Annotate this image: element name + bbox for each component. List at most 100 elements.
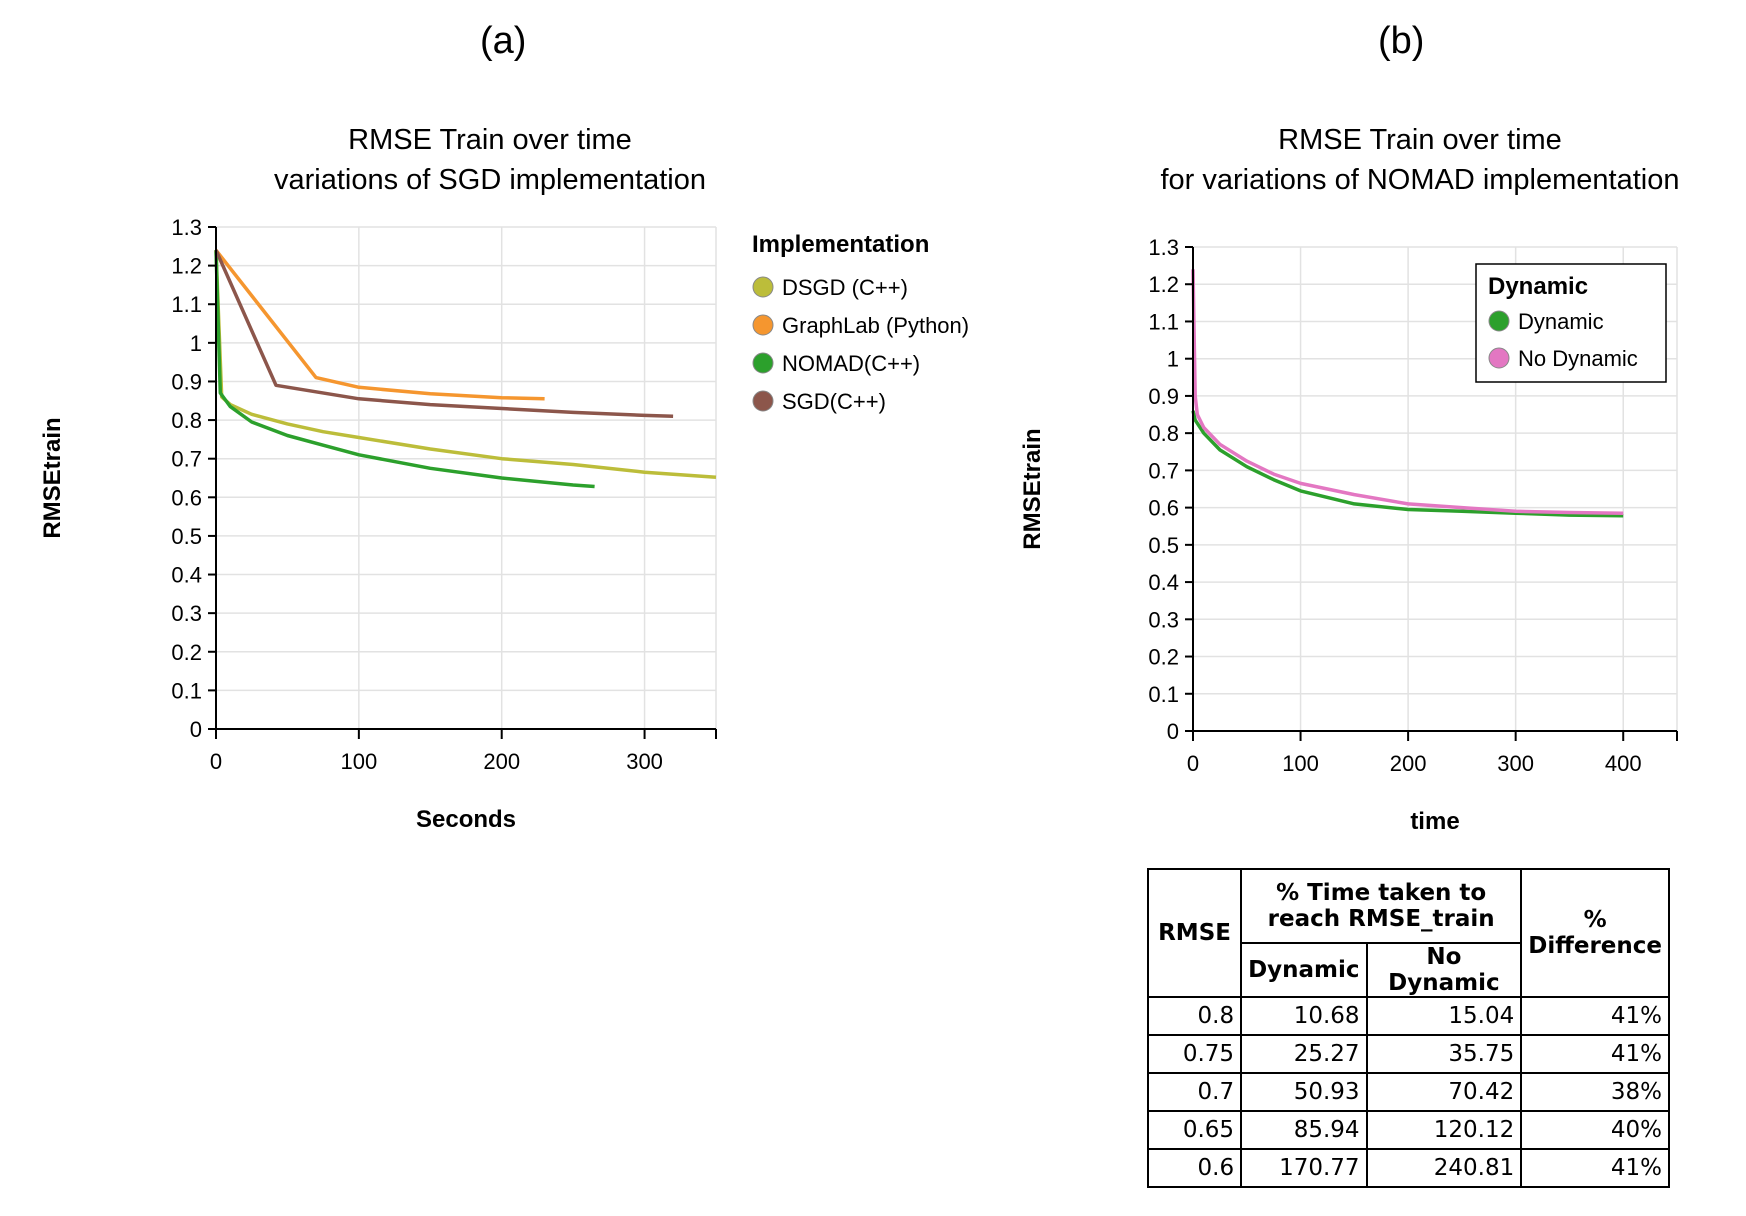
table-body: 0.8 10.68 15.04 41% 0.75 25.27 35.75 41% 0.7 50.9… [1146, 996, 1670, 1188]
y-tick-label: 0.6 [1148, 496, 1179, 521]
y-tick-label: 0.6 [171, 485, 202, 510]
chart-a-series [214, 249, 717, 489]
legend-swatch [752, 276, 774, 298]
x-tick-label: 100 [1282, 751, 1319, 776]
y-tick-label: 0.8 [171, 408, 202, 433]
legend-entry-label: No Dynamic [1518, 346, 1638, 371]
x-tick-label: 100 [340, 749, 377, 774]
x-axis-title: Seconds [416, 806, 516, 833]
y-tick-label: 0.7 [171, 447, 202, 472]
y-tick-label: 0.3 [171, 601, 202, 626]
x-tick-label: 0 [1187, 751, 1199, 776]
chart-a-subtitle: variations of SGD implementation [274, 164, 706, 196]
y-axis-title: RMSEtrain [39, 417, 66, 538]
y-tick-label: 1.3 [171, 215, 202, 240]
y-tick-label: 0 [190, 717, 202, 742]
cell-rmse: 0.65 [1146, 1110, 1243, 1150]
legend-title: Dynamic [1488, 273, 1588, 300]
y-tick-label: 1.2 [1148, 272, 1179, 297]
legend-swatch [752, 352, 774, 374]
y-tick-label: 1.1 [171, 292, 202, 317]
header-no-dynamic: No Dynamic [1365, 942, 1523, 998]
y-tick-label: 0.5 [1148, 533, 1179, 558]
chart-a-legend: Implementation DSGD (C++) GraphLab (Python… [752, 231, 969, 414]
chart-b-series [1191, 269, 1624, 518]
cell-no-dynamic: 15.04 [1365, 996, 1523, 1036]
legend-swatch [752, 314, 774, 336]
chart-b-title: RMSE Train over time [1278, 124, 1562, 156]
cell-no-dynamic: 35.75 [1365, 1034, 1523, 1074]
cell-rmse: 0.7 [1146, 1072, 1243, 1112]
y-tick-label: 0.4 [171, 563, 202, 588]
cell-difference: 41% [1520, 1034, 1670, 1074]
x-tick-label: 200 [1390, 751, 1427, 776]
table-row: 0.7 50.93 70.42 38% [1146, 1072, 1670, 1112]
legend-entry-label: Dynamic [1518, 309, 1604, 334]
chart-b-axes: 0 0.1 0.2 0.3 0.4 0.5 0.6 0.7 0.8 0.9 1 1.1 1.2 1.3 0 1… [1019, 235, 1678, 835]
cell-rmse: 0.75 [1146, 1034, 1243, 1074]
chart-a-title-block: RMSE Train over time variations of SGD i… [250, 120, 730, 200]
y-tick-label: 1.2 [171, 254, 202, 279]
cell-difference: 41% [1520, 996, 1670, 1036]
y-tick-label: 0.3 [1148, 607, 1179, 632]
y-tick-label: 0 [1167, 719, 1179, 744]
y-tick-label: 0.5 [171, 524, 202, 549]
y-tick-label: 0.1 [171, 678, 202, 703]
header-dynamic: Dynamic [1240, 942, 1368, 998]
x-tick-label: 300 [626, 749, 663, 774]
y-tick-label: 0.9 [1148, 384, 1179, 409]
series-line-nomad-c- [214, 250, 595, 489]
cell-no-dynamic: 120.12 [1365, 1110, 1523, 1150]
table-row: 0.6 170.77 240.81 41% [1146, 1148, 1670, 1188]
chart-b-title-block: RMSE Train over time for variations of N… [1120, 120, 1720, 200]
y-tick-label: 0.8 [1148, 421, 1179, 446]
rmse-time-table: RMSE % Time taken to reach RMSE_train % … [1146, 868, 1670, 1188]
legend-swatch [1488, 347, 1510, 369]
y-axis-title: RMSEtrain [1019, 428, 1046, 549]
x-tick-label: 300 [1497, 751, 1534, 776]
y-tick-label: 0.9 [171, 369, 202, 394]
table-subheader-row: Dynamic No Dynamic [1148, 942, 1669, 998]
table-row: 0.75 25.27 35.75 41% [1146, 1034, 1670, 1074]
cell-dynamic: 170.77 [1240, 1148, 1368, 1188]
x-axis-title: time [1410, 808, 1459, 835]
chart-a-title: RMSE Train over time [348, 124, 632, 156]
chart-b-legend: Dynamic Dynamic No Dynamic [1475, 263, 1667, 383]
cell-difference: 38% [1520, 1072, 1670, 1112]
legend-swatch [752, 390, 774, 412]
legend-entry-label: DSGD (C++) [782, 275, 908, 300]
y-tick-label: 1 [190, 331, 202, 356]
series-line-sgd-c- [214, 249, 674, 418]
series-line-no-dynamic [1191, 269, 1624, 515]
table-row: 0.65 85.94 120.12 40% [1146, 1110, 1670, 1150]
y-tick-label: 1 [1167, 347, 1179, 372]
panel-label-a: (a) [480, 20, 527, 62]
chart-a-axes: 0 0.1 0.2 0.3 0.4 0.5 0.6 0.7 0.8 0.9 1 1.1 1.2 1.3 0 1… [39, 215, 717, 833]
cell-dynamic: 25.27 [1240, 1034, 1368, 1074]
cell-dynamic: 50.93 [1240, 1072, 1368, 1112]
y-tick-label: 1.3 [1148, 235, 1179, 260]
cell-difference: 40% [1520, 1110, 1670, 1150]
cell-no-dynamic: 240.81 [1365, 1148, 1523, 1188]
header-difference: % Difference [1520, 868, 1670, 998]
table-row: 0.8 10.68 15.04 41% [1146, 996, 1670, 1036]
table-header-row: RMSE % Time taken to reach RMSE_train % … [1146, 868, 1670, 998]
cell-no-dynamic: 70.42 [1365, 1072, 1523, 1112]
cell-rmse: 0.8 [1146, 996, 1243, 1036]
cell-difference: 41% [1520, 1148, 1670, 1188]
series-line-dynamic [1191, 410, 1624, 518]
x-tick-label: 400 [1605, 751, 1642, 776]
legend-entry-label: GraphLab (Python) [782, 313, 969, 338]
chart-b-subtitle: for variations of NOMAD implementation [1160, 164, 1680, 196]
header-time-group: % Time taken to reach RMSE_train [1240, 868, 1523, 944]
header-rmse: RMSE [1146, 868, 1243, 998]
cell-dynamic: 10.68 [1240, 996, 1368, 1036]
y-tick-label: 0.7 [1148, 458, 1179, 483]
legend-entry-label: NOMAD(C++) [782, 351, 920, 376]
cell-rmse: 0.6 [1146, 1148, 1243, 1188]
legend-entry-label: SGD(C++) [782, 389, 886, 414]
y-tick-label: 1.1 [1148, 309, 1179, 334]
y-tick-label: 0.4 [1148, 570, 1179, 595]
legend-title: Implementation [752, 231, 929, 258]
